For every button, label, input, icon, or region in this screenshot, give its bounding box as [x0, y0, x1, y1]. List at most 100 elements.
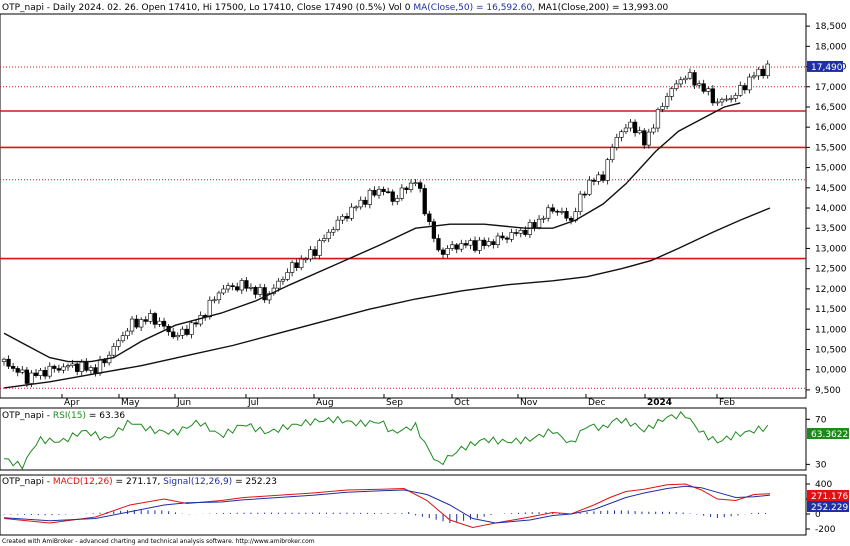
candle-body — [427, 213, 432, 222]
candle-body — [267, 293, 272, 301]
macd-y-tick-label: -200 — [815, 525, 836, 535]
candle-body — [312, 249, 318, 256]
candle-body — [363, 199, 368, 205]
candle-body — [335, 219, 340, 230]
candle-body — [207, 299, 212, 318]
candle-body — [29, 372, 34, 384]
date-axis: Apr May Jun Jul Aug Sep Oct Nov Dec 2024 Feb — [61, 394, 735, 408]
candle-body — [88, 367, 94, 371]
candle-body — [431, 221, 437, 239]
x-tick-label: Jun — [176, 398, 191, 408]
candle-body — [733, 95, 738, 99]
rsi-last-badge — [807, 428, 849, 439]
candle-body — [285, 272, 290, 280]
candle-body — [24, 369, 29, 384]
candle-body — [253, 286, 258, 295]
candle-body — [184, 328, 190, 335]
candle-body — [495, 235, 501, 245]
candle-body — [468, 240, 473, 246]
candle-body — [761, 68, 766, 77]
y-tick-label: 14,500 — [815, 184, 847, 194]
candle-body — [235, 286, 240, 291]
candle-body — [632, 121, 638, 134]
candle-body — [536, 218, 542, 228]
candle-body — [418, 182, 423, 189]
candle-body — [541, 217, 546, 220]
candle-body — [413, 182, 418, 184]
y-tick-label: 13,500 — [815, 224, 847, 234]
candle-body — [11, 366, 16, 369]
candle-body — [75, 363, 80, 372]
candle-body — [687, 72, 693, 79]
candle-body — [276, 280, 281, 289]
candle-body — [225, 285, 231, 290]
candle-body — [559, 211, 565, 213]
x-tick-label: 2024 — [647, 398, 672, 408]
rsi-y-tick-label: 70 — [815, 415, 827, 425]
y-tick-label: 14,000 — [815, 204, 847, 214]
candle-body — [143, 319, 148, 322]
y-tick-label: 18,000 — [815, 42, 847, 52]
candle-body — [523, 229, 528, 235]
candle-body — [459, 243, 464, 250]
candle-body — [578, 193, 583, 212]
candle-body — [257, 287, 263, 295]
candle-body — [550, 207, 555, 212]
candle-body — [591, 179, 597, 182]
candle-body — [372, 189, 377, 196]
candle-body — [20, 369, 25, 373]
candle-body — [564, 211, 569, 219]
candle-body — [642, 130, 647, 146]
candle-body — [651, 127, 656, 133]
candle-body — [756, 68, 761, 77]
candle-body — [582, 193, 587, 196]
candle-body — [33, 372, 39, 376]
candle-body — [189, 322, 194, 335]
y-tick-label: 10,500 — [815, 345, 847, 355]
y-tick-label: 12,000 — [815, 285, 847, 295]
price-title: OTP_napi - Daily 2024. 02. 26. Open 1741… — [2, 3, 669, 13]
candle-body — [738, 85, 743, 96]
candle-body — [623, 127, 629, 133]
candle-body — [390, 191, 395, 202]
candle-body — [303, 258, 308, 261]
y-tick-label: 10,000 — [815, 366, 847, 376]
candle-body — [289, 262, 295, 273]
x-tick-label: Sep — [386, 398, 403, 408]
candle-body — [6, 358, 11, 367]
rsi-y-tick-label: 30 — [815, 460, 827, 470]
x-tick-label: Feb — [719, 398, 735, 408]
macd-pane-frame — [0, 474, 807, 536]
candle-body — [52, 365, 57, 369]
support-resistance-lines — [0, 66, 806, 389]
candle-body — [349, 206, 354, 219]
candle-body — [436, 238, 441, 251]
candle-body — [381, 188, 386, 192]
candle-body — [97, 359, 103, 374]
rsi-title: OTP_napi - RSI(15) = 63.36 — [2, 411, 125, 421]
candle-body — [129, 318, 135, 332]
candle-body — [326, 231, 331, 239]
candle-body — [344, 216, 350, 219]
ma50-line — [3, 102, 741, 363]
candle-body — [683, 77, 688, 81]
candle-body — [139, 319, 144, 328]
candle-body — [710, 88, 715, 104]
x-tick-label: Oct — [454, 398, 470, 408]
macd-last-badge — [807, 490, 849, 501]
x-tick-label: May — [121, 398, 140, 408]
y-tick-label: 18,500 — [815, 22, 847, 32]
signal-last-label: 252.229 — [811, 503, 848, 513]
candle-body — [719, 99, 725, 103]
y-tick-label: 15,000 — [815, 164, 847, 174]
candle-body — [340, 216, 345, 221]
macd-y-tick-label: 0 — [815, 510, 821, 520]
candle-body — [660, 105, 665, 110]
macd-line — [3, 483, 771, 529]
candle-body — [120, 335, 126, 342]
candle-body — [125, 330, 130, 337]
macd-y-tick-label: 400 — [815, 480, 832, 490]
candle-body — [216, 292, 222, 301]
candle-body — [532, 222, 537, 228]
